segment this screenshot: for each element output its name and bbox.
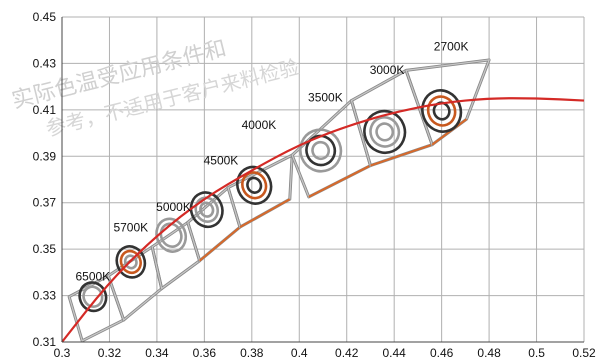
x-tick-label: 0.4 <box>291 346 308 360</box>
cct-labels: 6500K 5700K 5000K 4500K 4000K 3500K 3000K 2700K <box>75 40 468 284</box>
ellipse-6500K-ring-1 <box>78 281 108 313</box>
y-tick-label: 0.39 <box>33 149 57 163</box>
plot-frame <box>62 17 584 342</box>
y-tick-label: 0.31 <box>33 335 57 349</box>
bin-edge-3000K <box>370 143 433 167</box>
cct-label-5000K: 5000K <box>156 200 191 214</box>
x-tick-label: 0.52 <box>572 346 596 360</box>
ellipse-5000K-ring-2 <box>159 222 183 248</box>
x-tick-label: 0.46 <box>430 346 454 360</box>
ellipse-3500K-ring-3 <box>311 140 331 161</box>
ellipse-5700K-ring-1 <box>115 245 147 279</box>
ellipse-3500K-ring-2 <box>305 134 337 167</box>
ellipse-2700K-ring-1 <box>421 89 463 133</box>
x-tick-label: 0.38 <box>240 346 264 360</box>
bin-edge-2700K <box>431 118 468 146</box>
cct-label-4500K: 4500K <box>204 153 239 167</box>
y-tick-label: 0.33 <box>33 289 57 303</box>
grid-lines <box>61 16 585 343</box>
cct-label-5700K: 5700K <box>113 221 148 235</box>
cct-label-3000K: 3000K <box>370 63 405 77</box>
ellipse-4000K-ring-2 <box>241 171 268 200</box>
ellipse-4000K-ring-1 <box>235 165 273 205</box>
ellipse-3000K-ring-3 <box>375 122 395 142</box>
bin-edge-4000K <box>239 198 291 228</box>
ellipse-5000K-ring-1 <box>155 217 188 253</box>
x-tick-label: 0.34 <box>145 346 169 360</box>
y-tick-label: 0.41 <box>33 103 57 117</box>
macadam-ellipses <box>78 89 463 313</box>
x-tick-label: 0.42 <box>335 346 359 360</box>
ellipse-4500K-ring-1 <box>189 191 224 229</box>
bin-edge-4500K <box>198 226 241 262</box>
ellipse-5700K-ring-2 <box>119 249 142 275</box>
ellipse-3500K-ring-1 <box>299 128 343 173</box>
ellipse-3000K-ring-1 <box>363 109 407 155</box>
axes: 0.3 0.32 0.34 0.36 0.38 0.4 0.42 0.44 0.46 0.48 0.… <box>33 10 596 360</box>
x-tick-label: 0.32 <box>98 346 122 360</box>
locus-line <box>61 97 585 343</box>
ellipse-5700K-ring-3 <box>123 254 138 270</box>
y-tick-label: 0.35 <box>33 242 57 256</box>
ellipse-4500K-ring-2 <box>194 196 220 223</box>
chromaticity-bins <box>67 58 491 343</box>
plot-area <box>62 17 584 342</box>
x-tick-label: 0.48 <box>477 346 501 360</box>
bin-edge-3500K <box>308 164 371 198</box>
cct-label-3500K: 3500K <box>308 91 343 105</box>
x-tick-label: 0.44 <box>383 346 407 360</box>
ellipse-2700K-ring-2 <box>426 95 457 127</box>
x-tick-label: 0.5 <box>528 346 545 360</box>
cct-label-4000K: 4000K <box>242 118 277 132</box>
blackbody-locus <box>61 97 585 343</box>
x-tick-label: 0.3 <box>54 346 71 360</box>
x-tick-label: 0.36 <box>193 346 217 360</box>
ellipse-4000K-ring-3 <box>246 176 263 194</box>
y-tick-label: 0.43 <box>33 56 57 70</box>
ellipse-4500K-ring-3 <box>199 201 215 218</box>
y-tick-label: 0.45 <box>33 10 57 24</box>
y-tick-label: 0.37 <box>33 196 57 210</box>
ellipse-3000K-ring-2 <box>369 116 401 148</box>
cct-label-6500K: 6500K <box>75 269 110 283</box>
cct-label-2700K: 2700K <box>434 40 469 54</box>
